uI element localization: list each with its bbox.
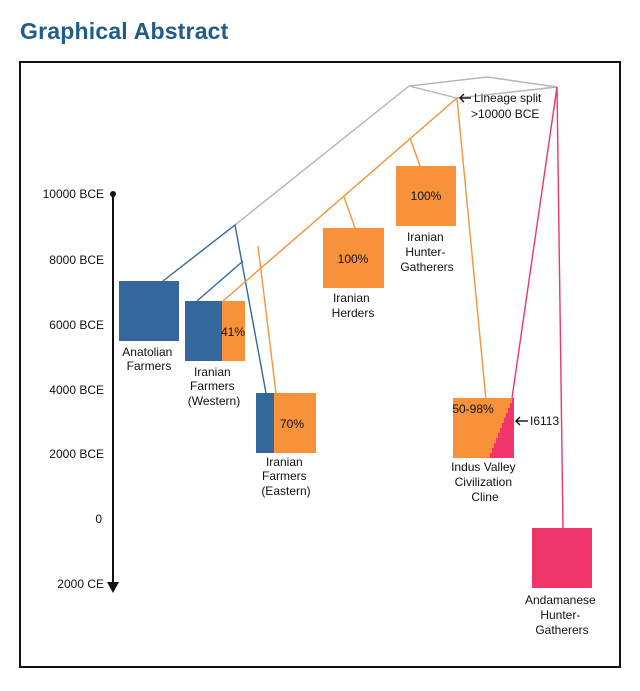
axis-tick-8000bce: 8000 BCE — [49, 253, 104, 267]
i6113-label: I6113 — [530, 414, 559, 428]
iranian-eastern-label: Iranian Farmers (Eastern) — [261, 455, 310, 498]
axis-tick-0: 0 — [95, 512, 102, 526]
lineage-split-label: Lineage split >10000 BCE — [471, 91, 545, 121]
time-axis-arrowhead — [107, 582, 119, 593]
iranian-hg-label: Iranian Hunter- Gatherers — [400, 230, 453, 274]
axis-tick-6000bce: 6000 BCE — [49, 318, 104, 332]
axis-tick-4000bce: 4000 BCE — [49, 383, 104, 397]
orange-lineage-hg — [409, 137, 421, 167]
iranian-hg-percent: 100% — [411, 189, 442, 203]
iranian-eastern-orange-part — [274, 393, 316, 453]
orange-lineage-main — [222, 97, 458, 302]
iranian-western-percent: 41% — [221, 325, 245, 339]
lineage-split-arrowhead — [459, 93, 465, 103]
grey-root-lineage — [234, 76, 558, 226]
i6113-arrowhead — [515, 416, 521, 426]
axis-tick-10000bce: 10000 BCE — [43, 187, 104, 201]
orange-lineage-eastern — [257, 245, 277, 394]
indus-cline-pink-gradient — [490, 398, 514, 458]
iranian-eastern-percent: 70% — [280, 417, 304, 431]
frame-border — [19, 61, 621, 668]
iranian-western-orange-part — [222, 301, 245, 361]
pink-lineage-indus — [511, 86, 558, 399]
iranian-herders-percent: 100% — [338, 252, 369, 266]
iranian-western-label: Iranian Farmers (Western) — [188, 365, 240, 408]
iranian-eastern-blue-part — [256, 393, 274, 453]
andamanese-hg-label: Andamanese Hunter- Gatherers — [525, 593, 599, 637]
iranian-herders-label: Iranian Herders — [332, 291, 375, 320]
axis-tick-2000ce: 2000 CE — [57, 577, 104, 591]
anatolian-farmers-box — [119, 281, 179, 341]
iranian-herders-box — [323, 228, 384, 288]
iranian-hg-box — [396, 166, 456, 226]
page-title: Graphical Abstract — [20, 18, 229, 44]
indus-cline-label: Indus Valley Civilization Cline — [451, 460, 519, 504]
pink-lineage-andamanese — [556, 86, 564, 529]
andamanese-hg-box — [532, 528, 592, 588]
orange-lineage-indus — [456, 97, 487, 401]
time-axis-start-dot — [110, 191, 116, 197]
indus-cline-percent: 50-98% — [452, 402, 494, 416]
blue-lineage-western — [196, 260, 244, 302]
blue-lineage-trunk — [162, 223, 267, 394]
axis-tick-2000bce: 2000 BCE — [49, 447, 104, 461]
iranian-western-blue-part — [185, 301, 222, 361]
orange-lineage-herders — [343, 196, 356, 229]
anatolian-farmers-label: Anatolian Farmers — [122, 345, 175, 373]
